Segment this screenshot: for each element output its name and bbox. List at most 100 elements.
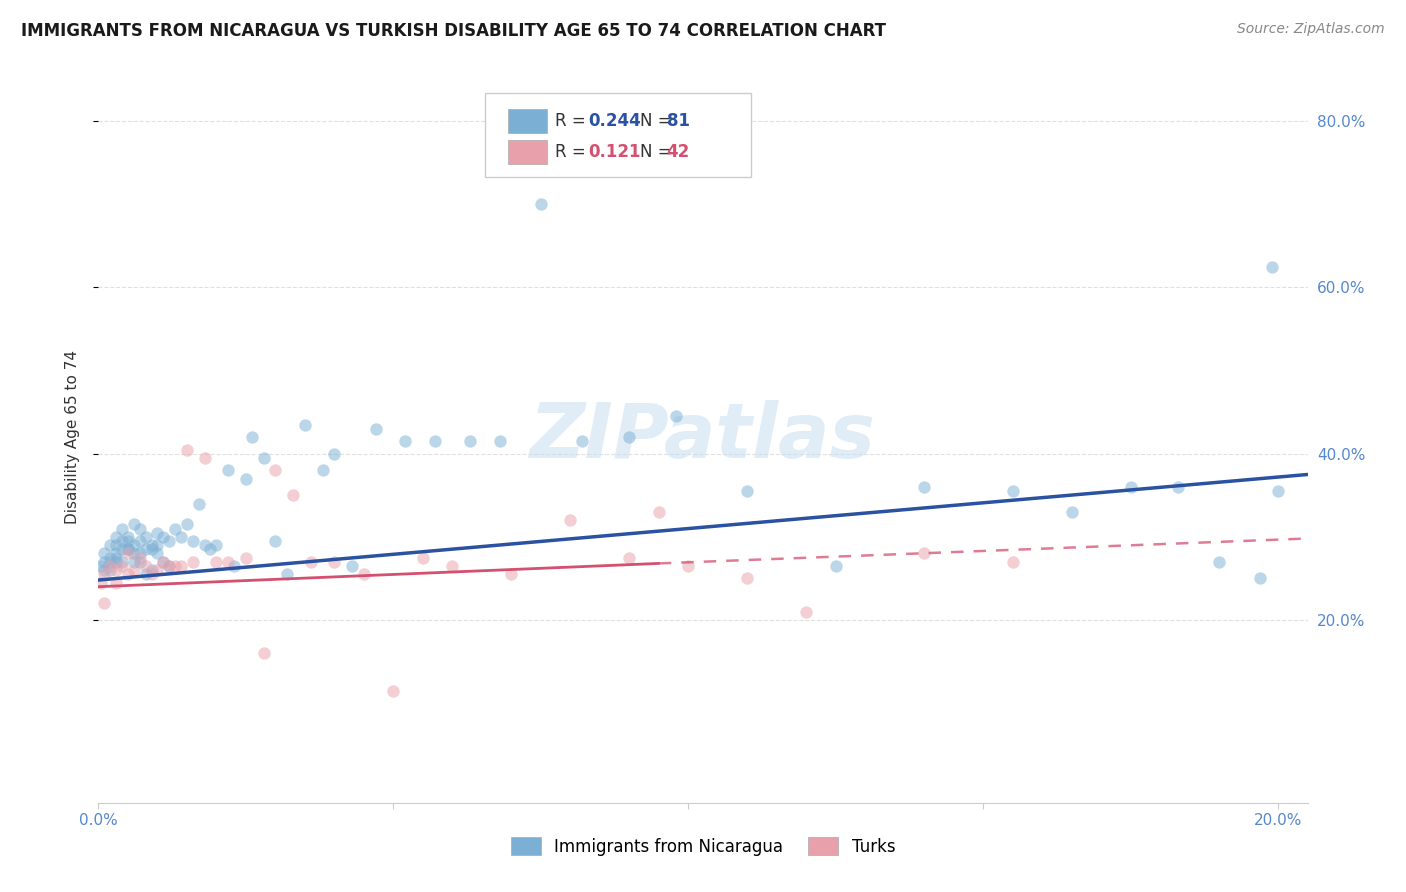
Point [128, 555, 150, 569]
Point [1060, 505, 1083, 519]
Point [98, 538, 121, 552]
Point [122, 546, 145, 560]
Point [735, 484, 758, 499]
Point [264, 463, 287, 477]
Text: R =: R = [555, 112, 592, 130]
Point [90, 575, 112, 590]
Point [146, 563, 169, 577]
Point [111, 521, 134, 535]
Point [141, 542, 163, 557]
Point [170, 558, 193, 573]
Point [252, 646, 274, 660]
Text: 0.121: 0.121 [588, 143, 641, 161]
Point [93, 546, 115, 560]
Point [364, 422, 387, 436]
Point [128, 546, 150, 560]
Point [117, 533, 139, 548]
Point [187, 497, 209, 511]
Point [665, 409, 688, 424]
Point [152, 530, 174, 544]
Point [200, 542, 222, 557]
Point [105, 538, 128, 552]
Point [128, 521, 150, 535]
Point [281, 488, 304, 502]
Point [205, 555, 228, 569]
Point [619, 430, 641, 444]
Point [111, 542, 134, 557]
Point [105, 555, 128, 569]
Point [678, 558, 700, 573]
Text: R =: R = [555, 143, 596, 161]
Point [93, 596, 115, 610]
Point [311, 463, 333, 477]
Point [530, 197, 553, 211]
Point [1001, 555, 1024, 569]
Point [146, 538, 169, 552]
Point [340, 558, 363, 573]
Point [141, 567, 163, 582]
Point [294, 417, 316, 432]
Point [93, 555, 115, 569]
Point [105, 575, 128, 590]
Point [93, 567, 115, 582]
Point [235, 550, 257, 565]
Text: 81: 81 [666, 112, 690, 130]
Point [105, 550, 128, 565]
Point [912, 546, 935, 560]
Point [111, 558, 134, 573]
Text: 42: 42 [666, 143, 690, 161]
Point [217, 463, 239, 477]
Point [252, 450, 274, 465]
Point [1001, 484, 1024, 499]
Point [458, 434, 481, 449]
Point [205, 538, 228, 552]
Point [1261, 260, 1284, 274]
Point [146, 546, 169, 560]
Point [1119, 480, 1142, 494]
Point [222, 558, 245, 573]
Point [117, 542, 139, 557]
Point [117, 546, 139, 560]
Point [170, 530, 193, 544]
Point [157, 533, 180, 548]
Point [394, 434, 416, 449]
Legend: Immigrants from Nicaragua, Turks: Immigrants from Nicaragua, Turks [502, 830, 904, 864]
Point [98, 550, 121, 565]
Text: Source: ZipAtlas.com: Source: ZipAtlas.com [1237, 22, 1385, 37]
Text: IMMIGRANTS FROM NICARAGUA VS TURKISH DISABILITY AGE 65 TO 74 CORRELATION CHART: IMMIGRANTS FROM NICARAGUA VS TURKISH DIS… [21, 22, 886, 40]
Point [1208, 555, 1230, 569]
Point [619, 550, 641, 565]
Point [117, 542, 139, 557]
Point [648, 505, 671, 519]
Point [501, 567, 523, 582]
Point [488, 434, 510, 449]
Point [135, 530, 157, 544]
Point [122, 538, 145, 552]
Point [382, 683, 405, 698]
Point [1167, 480, 1189, 494]
Point [135, 542, 157, 557]
Text: 0.244: 0.244 [588, 112, 641, 130]
Point [181, 555, 204, 569]
Point [412, 550, 434, 565]
Point [423, 434, 446, 449]
Point [135, 567, 157, 582]
Point [194, 450, 217, 465]
Point [824, 558, 846, 573]
Point [122, 563, 145, 577]
Point [152, 555, 174, 569]
Point [571, 434, 593, 449]
Text: ZIPatlas: ZIPatlas [530, 401, 876, 474]
Point [90, 558, 112, 573]
Point [146, 525, 169, 540]
Point [176, 442, 198, 457]
Point [240, 430, 263, 444]
Point [105, 530, 128, 544]
Point [276, 567, 298, 582]
Point [165, 521, 187, 535]
Point [194, 538, 217, 552]
Point [111, 533, 134, 548]
Point [128, 550, 150, 565]
Point [560, 513, 582, 527]
FancyBboxPatch shape [509, 140, 547, 163]
